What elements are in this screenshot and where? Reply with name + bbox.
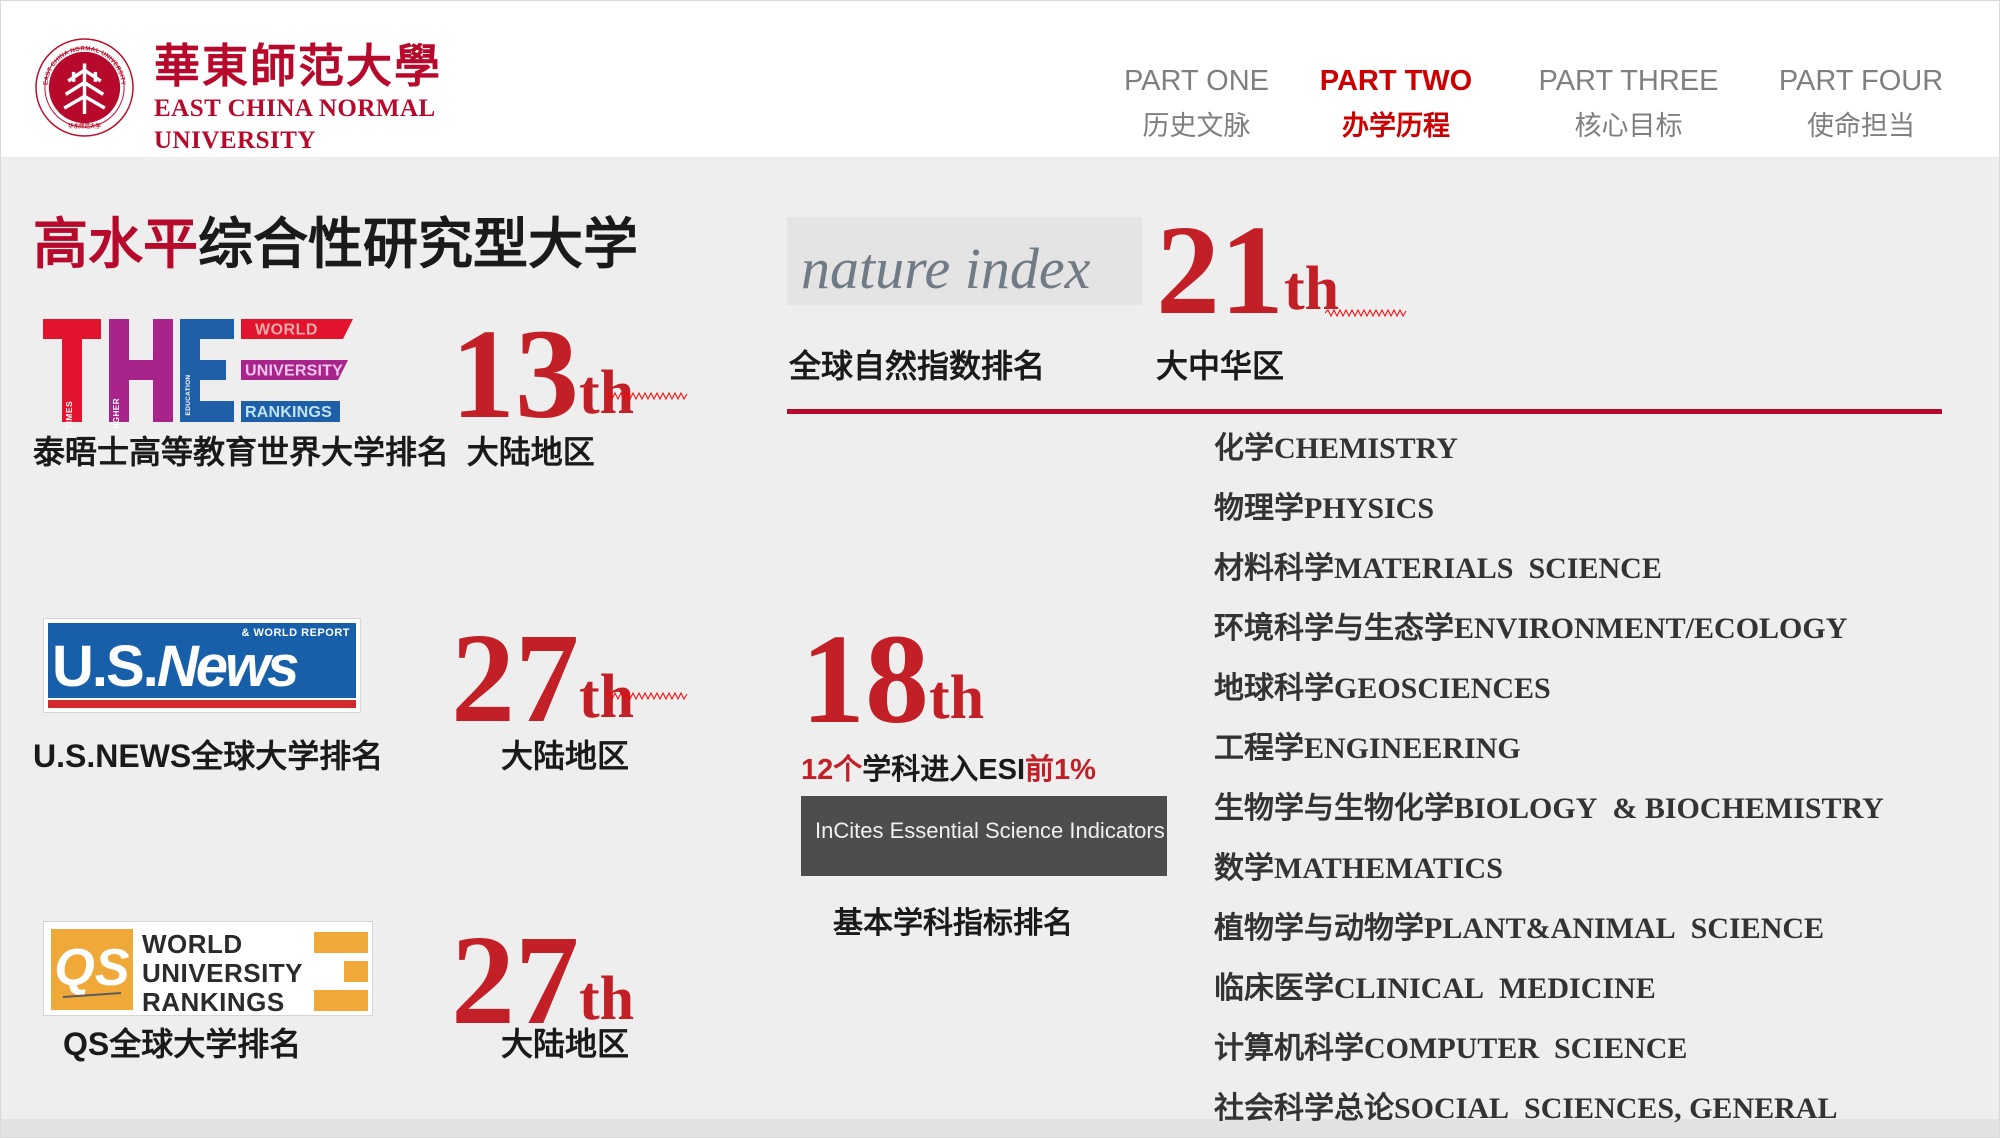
svg-text:HIGHER: HIGHER <box>112 398 121 429</box>
svg-text:TIMES: TIMES <box>64 401 74 429</box>
svg-text:UNIVERSITY: UNIVERSITY <box>245 363 343 380</box>
svg-text:RANKINGS: RANKINGS <box>245 404 332 421</box>
svg-text:WORLD: WORLD <box>255 322 318 339</box>
svg-text:EDUCATION: EDUCATION <box>185 375 192 416</box>
svg-text:QS: QS <box>54 939 129 997</box>
